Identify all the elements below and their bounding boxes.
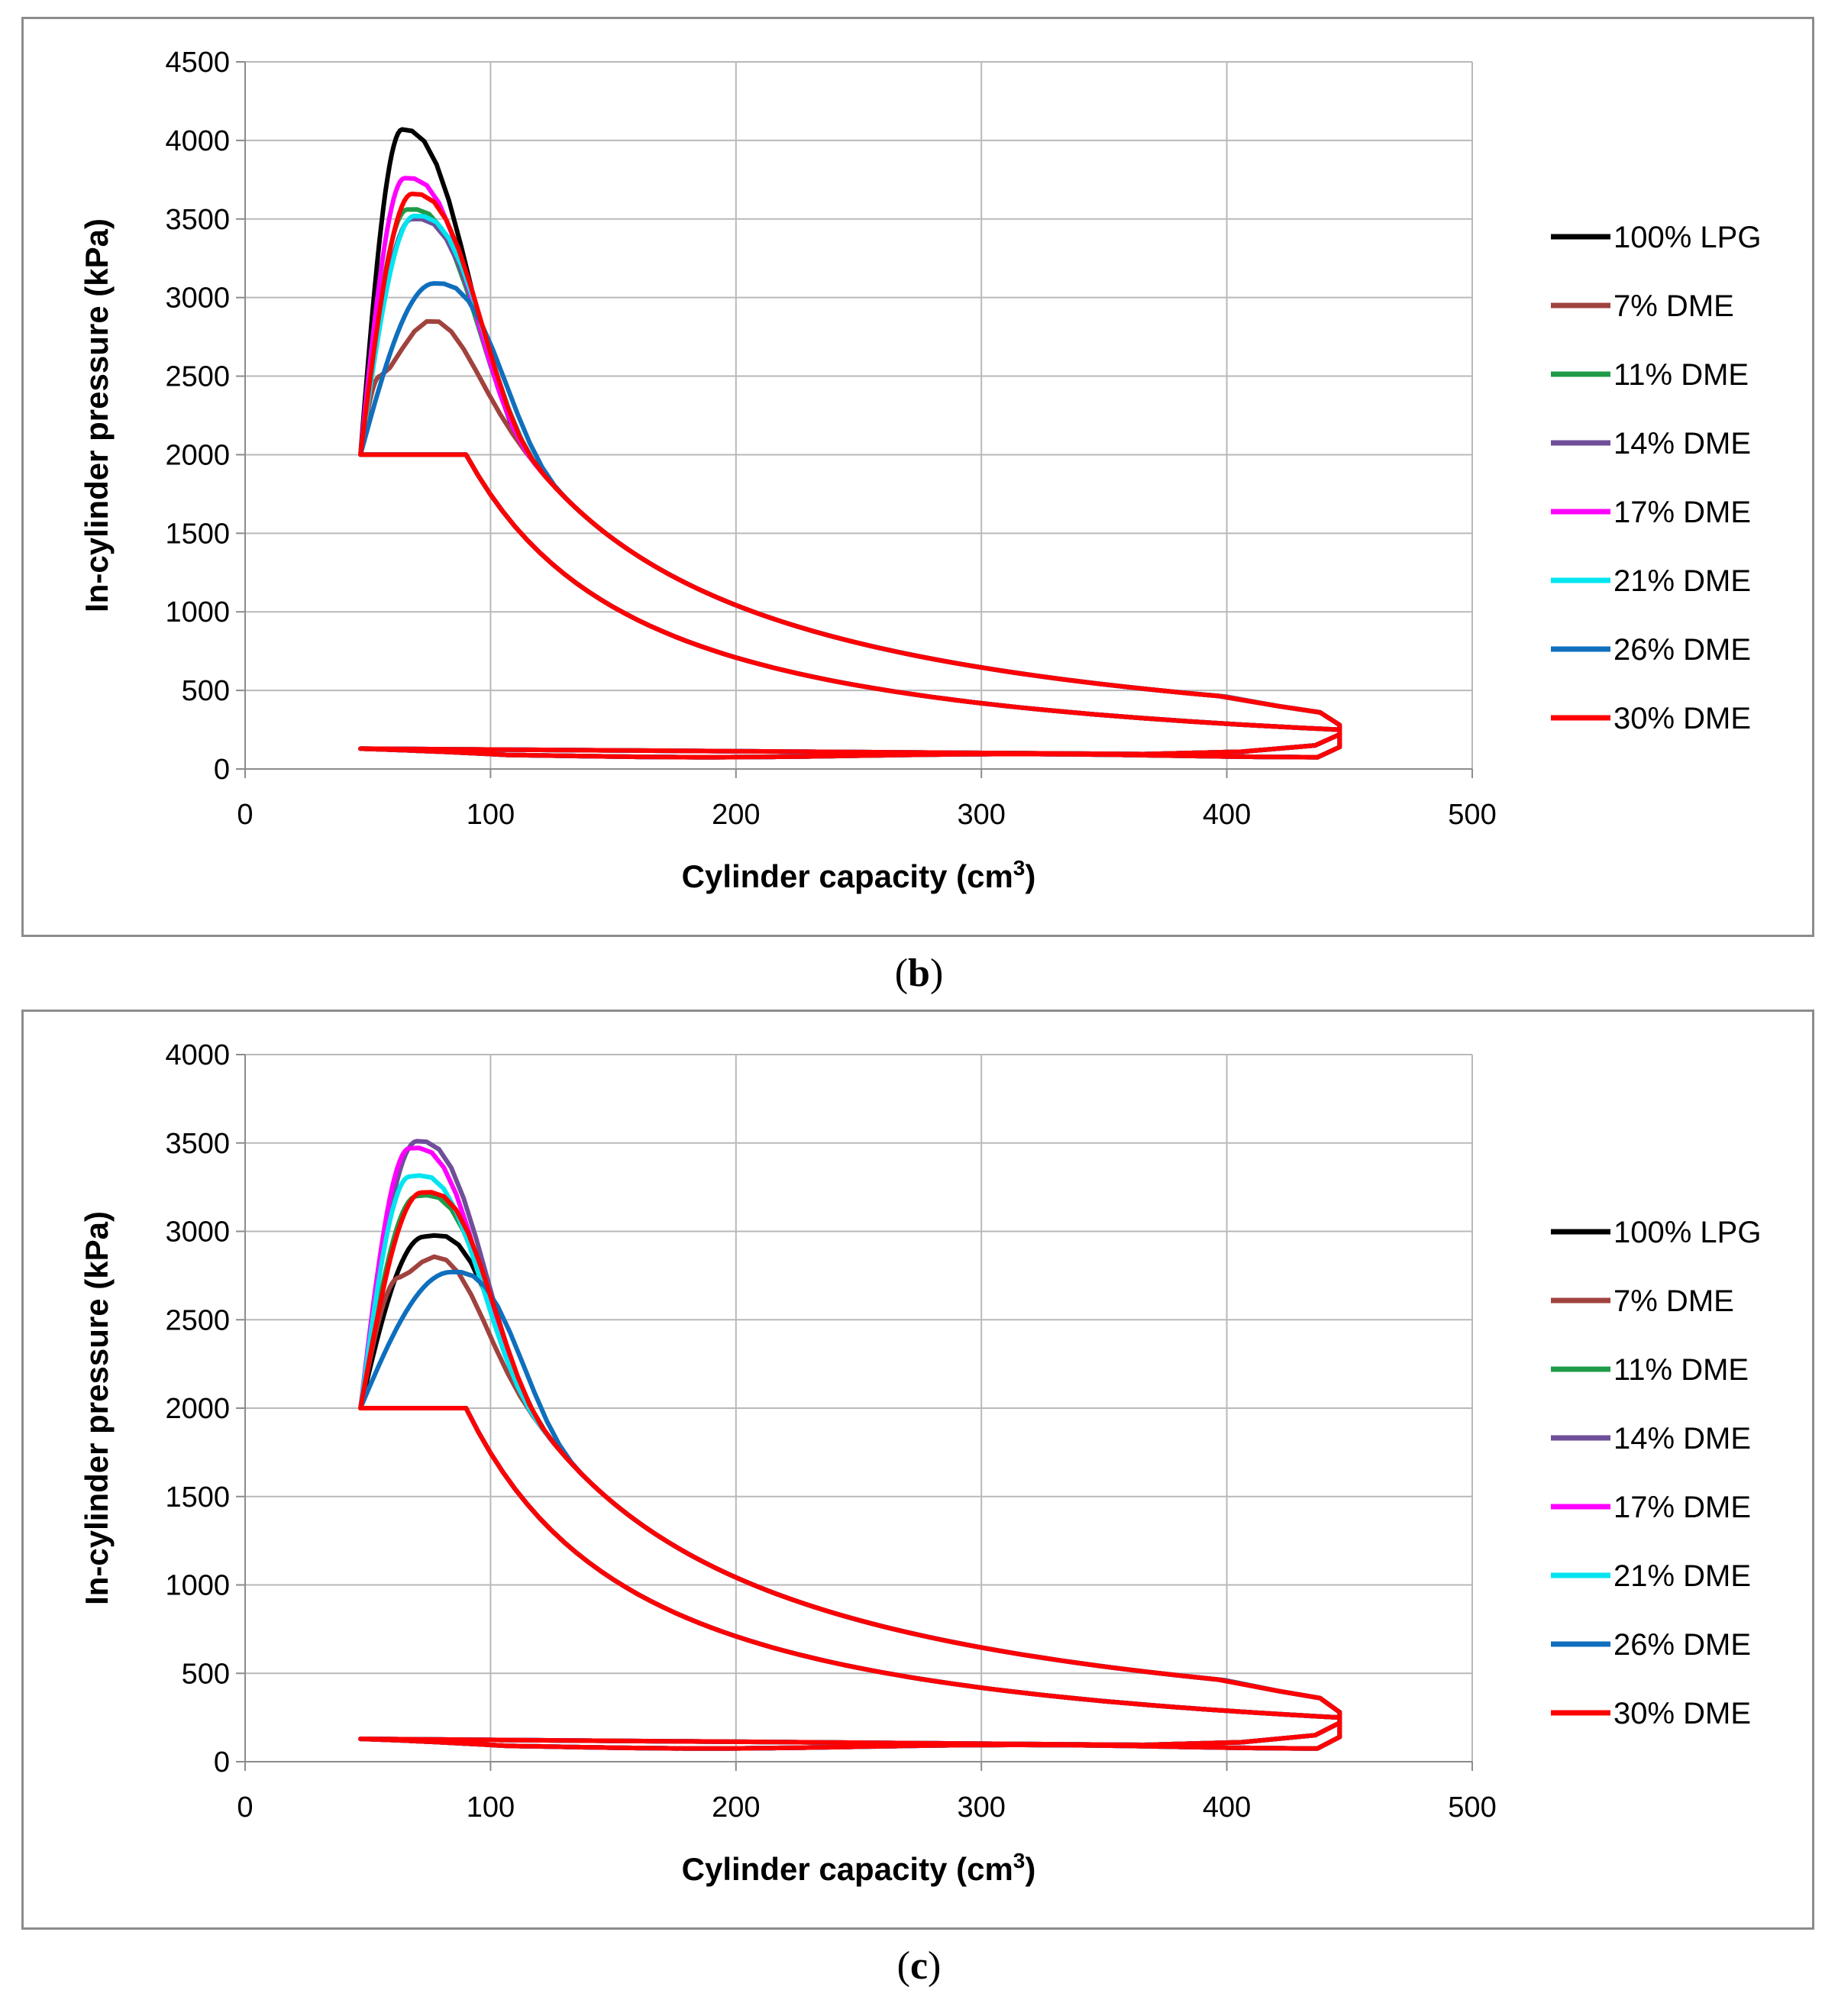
- x-tick-label-c-300: 300: [957, 1791, 1005, 1824]
- y-tick-label-b-0: 0: [214, 754, 230, 786]
- pv-chart-b: 0 500 1000 1500 2000 2500 3000 3500 4000 4500 0 100…: [79, 47, 1761, 894]
- x-tick-label-c-0: 0: [237, 1791, 253, 1824]
- y-tick-label-c-0: 0: [214, 1746, 230, 1779]
- y-tick-label-b-3000: 3000: [165, 283, 230, 315]
- legend-label-c-26pct-dme: 26% DME: [1613, 1628, 1751, 1662]
- series-line-c-100pct-lpg: [358, 1233, 1342, 1751]
- series-line-c-30pct-dme: [358, 1190, 1342, 1751]
- y-tick-label-c-1500: 1500: [165, 1481, 230, 1514]
- y-tick-label-c-2500: 2500: [165, 1304, 230, 1336]
- caption-c: (c): [0, 1943, 1838, 1989]
- series-line-b-14pct-dme: [358, 216, 1342, 760]
- x-tick-label-b-200: 200: [712, 799, 760, 831]
- series-line-b-30pct-dme: [358, 191, 1342, 760]
- y-axis-title-b: In-cylinder pressure (kPa): [79, 218, 115, 612]
- y-tick-label-c-3500: 3500: [165, 1128, 230, 1160]
- chart-panel-b: 0 500 1000 1500 2000 2500 3000 3500 4000 4500 0 100…: [21, 17, 1814, 937]
- x-axis-title-c: Cylinder capacity (cm3): [682, 1849, 1036, 1887]
- y-tick-label-b-4500: 4500: [165, 47, 230, 79]
- legend-label-c-100pct-lpg: 100% LPG: [1613, 1216, 1761, 1249]
- caption-b-open: (: [894, 951, 909, 995]
- legend-label-c-7pct-dme: 7% DME: [1613, 1284, 1734, 1318]
- x-axis-title-b: Cylinder capacity (cm3): [682, 856, 1036, 894]
- x-tick-label-b-0: 0: [237, 799, 253, 831]
- legend-label-b-11pct-dme: 11% DME: [1613, 358, 1749, 392]
- series-line-c-14pct-dme: [358, 1139, 1342, 1751]
- legend-label-c-30pct-dme: 30% DME: [1613, 1697, 1751, 1730]
- legend-label-b-17pct-dme: 17% DME: [1613, 496, 1751, 529]
- legend-label-c-17pct-dme: 17% DME: [1613, 1491, 1751, 1524]
- legend-label-b-30pct-dme: 30% DME: [1613, 702, 1751, 735]
- caption-c-close: ): [928, 1944, 942, 1988]
- x-tick-label-c-500: 500: [1448, 1791, 1496, 1824]
- y-tick-label-b-1500: 1500: [165, 518, 230, 550]
- x-tick-label-b-300: 300: [957, 799, 1005, 831]
- series-line-b-11pct-dme: [358, 207, 1342, 760]
- legend-label-b-26pct-dme: 26% DME: [1613, 633, 1751, 667]
- y-tick-label-c-4000: 4000: [165, 1039, 230, 1071]
- series-line-c-21pct-dme: [358, 1173, 1342, 1751]
- y-tick-label-b-4000: 4000: [165, 125, 230, 157]
- x-tick-label-b-100: 100: [467, 799, 515, 831]
- series-line-b-100pct-lpg: [358, 127, 1342, 760]
- pv-chart-c: 0 500 1000 1500 2000 2500 3000 3500 4000 0 100 200 3…: [79, 1039, 1761, 1887]
- legend-label-c-21pct-dme: 21% DME: [1613, 1559, 1751, 1593]
- legend-label-b-21pct-dme: 21% DME: [1613, 564, 1751, 598]
- y-tick-label-b-3500: 3500: [165, 204, 230, 236]
- chart-panel-c: 0 500 1000 1500 2000 2500 3000 3500 4000 0 100 200 3…: [21, 1010, 1814, 1930]
- y-tick-label-c-3000: 3000: [165, 1216, 230, 1249]
- x-tick-label-c-100: 100: [467, 1791, 515, 1824]
- series-line-b-17pct-dme: [358, 176, 1342, 760]
- legend-label-c-14pct-dme: 14% DME: [1613, 1422, 1751, 1455]
- y-axis-title-c: In-cylinder pressure (kPa): [79, 1211, 115, 1605]
- y-tick-label-b-1000: 1000: [165, 596, 230, 628]
- y-tick-label-b-500: 500: [182, 675, 230, 707]
- caption-c-letter: c: [909, 1944, 929, 1988]
- x-tick-label-b-400: 400: [1203, 799, 1251, 831]
- legend-label-b-7pct-dme: 7% DME: [1613, 289, 1734, 323]
- y-tick-label-c-500: 500: [182, 1658, 230, 1690]
- caption-c-open: (: [896, 1944, 910, 1988]
- caption-b: (b): [0, 951, 1838, 996]
- caption-b-close: ): [929, 951, 944, 995]
- legend-label-b-100pct-lpg: 100% LPG: [1613, 221, 1761, 254]
- legend-label-c-11pct-dme: 11% DME: [1613, 1353, 1749, 1387]
- caption-b-letter: b: [908, 951, 930, 995]
- y-tick-label-b-2000: 2000: [165, 439, 230, 471]
- x-tick-label-c-200: 200: [712, 1791, 760, 1824]
- series-line-c-17pct-dme: [358, 1145, 1342, 1751]
- y-tick-label-c-2000: 2000: [165, 1393, 230, 1425]
- legend-label-b-14pct-dme: 14% DME: [1613, 427, 1751, 460]
- y-tick-label-c-1000: 1000: [165, 1570, 230, 1602]
- y-tick-label-b-2500: 2500: [165, 361, 230, 393]
- x-tick-label-b-500: 500: [1448, 799, 1496, 831]
- x-tick-label-c-400: 400: [1203, 1791, 1251, 1824]
